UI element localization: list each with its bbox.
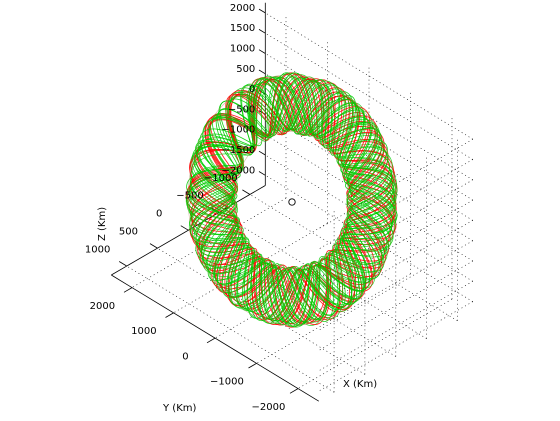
x-tick-label: −2000	[251, 402, 285, 413]
x-axis-line	[111, 274, 320, 402]
wall-grid-line	[265, 114, 473, 241]
z-tick-label: 1000	[230, 44, 255, 55]
orbit-strand	[193, 83, 389, 322]
z-tick-mark	[258, 49, 266, 54]
x-axis-label: X (Km)	[343, 379, 377, 390]
x-tick-label: −1000	[210, 377, 244, 388]
z-tick-label: −2000	[221, 165, 255, 176]
wall-grid-line	[265, 175, 473, 302]
floor-grid-line	[188, 229, 396, 357]
z-tick-label: 0	[249, 84, 255, 95]
z-tick-mark	[258, 171, 266, 176]
x-tick-mark	[206, 337, 216, 344]
wall-grid-line	[265, 93, 473, 221]
wall-grid-line	[318, 260, 473, 351]
floor-grid-line	[218, 212, 427, 339]
orbit-boundary	[234, 131, 350, 269]
x-tick-label: 2000	[90, 301, 115, 312]
floor-grid-line	[173, 223, 328, 314]
z-axis-label: Z (Km)	[97, 207, 108, 241]
wall-grid-line	[318, 281, 473, 372]
origin-marker	[288, 198, 296, 206]
wall-grid-line	[265, 134, 473, 262]
z-tick-label: −1000	[221, 125, 255, 136]
wall-grid-line	[265, 12, 473, 140]
orbit-strand	[188, 72, 395, 322]
orbit-strand	[195, 76, 398, 322]
orbit-strand	[190, 79, 398, 325]
y-tick-label: −1000	[204, 173, 238, 184]
y-tick-label: 1000	[85, 244, 110, 255]
floor-grid-line	[126, 265, 335, 393]
z-tick-label: 1500	[230, 23, 255, 34]
wall-grid-line	[318, 240, 473, 331]
y-tick-mark	[242, 189, 251, 195]
grid-lines	[126, 12, 473, 393]
orbit-strand	[186, 79, 390, 323]
floor-grid-line	[157, 247, 366, 375]
orbit-boundary	[187, 74, 397, 326]
wall-grid-line	[265, 32, 473, 160]
orbit-strand	[185, 76, 393, 326]
orbit-strand	[192, 82, 396, 324]
y-tick-label: −500	[176, 191, 203, 202]
x-tick-mark	[165, 312, 174, 318]
orbit-strand	[193, 80, 398, 326]
y-tick-label: 500	[119, 226, 138, 237]
z-tick-mark	[258, 69, 266, 75]
orbit-strand	[186, 76, 395, 327]
y-tick-mark	[149, 243, 158, 249]
z-tick-label: −500	[228, 104, 255, 115]
x-tick-label: 0	[182, 351, 188, 362]
z-tick-mark	[258, 29, 266, 34]
floor-grid-line	[249, 194, 458, 321]
wall-grid-line	[318, 301, 473, 392]
floor-grid-line	[297, 298, 453, 389]
z-tick-mark	[258, 150, 266, 156]
orbit-strand	[195, 78, 397, 322]
orbit-strand	[189, 79, 393, 328]
y-tick-mark	[180, 225, 189, 231]
x-tick-mark	[123, 287, 133, 293]
orbit-strand	[190, 78, 397, 325]
floor-grid-line	[256, 273, 411, 364]
z-tick-label: 500	[236, 64, 255, 75]
floor-grid-line	[214, 248, 370, 339]
wall-grid-line	[265, 53, 473, 181]
orbit-strand	[189, 72, 394, 316]
floor-grid-line	[131, 197, 287, 288]
orbit-strand	[202, 80, 397, 324]
z-tick-label: −1500	[221, 145, 255, 156]
x-tick-mark	[248, 363, 257, 369]
y-axis-line	[111, 185, 266, 276]
axes	[111, 2, 320, 402]
orbit-strand	[189, 78, 397, 319]
wall-grid-line	[265, 73, 473, 201]
wall-grid-line	[318, 138, 473, 229]
y-tick-mark	[118, 261, 127, 267]
x-tick-label: 1000	[131, 326, 156, 337]
z-tick-label: 2000	[230, 3, 255, 14]
orbit-strand	[193, 83, 390, 319]
orbit-strand	[189, 77, 393, 326]
wall-grid-line	[265, 154, 473, 282]
z-tick-mark	[258, 8, 266, 14]
orbit-trajectory	[185, 72, 398, 328]
y-tick-label: 0	[156, 209, 162, 220]
y-axis-label: Y (Km)	[162, 403, 196, 414]
origin-marker-glyph	[288, 198, 296, 206]
x-tick-mark	[289, 388, 299, 394]
orbit-strand	[189, 76, 398, 324]
tick-labels: −2000−1000010002000−1000−500050010002000…	[85, 3, 285, 413]
